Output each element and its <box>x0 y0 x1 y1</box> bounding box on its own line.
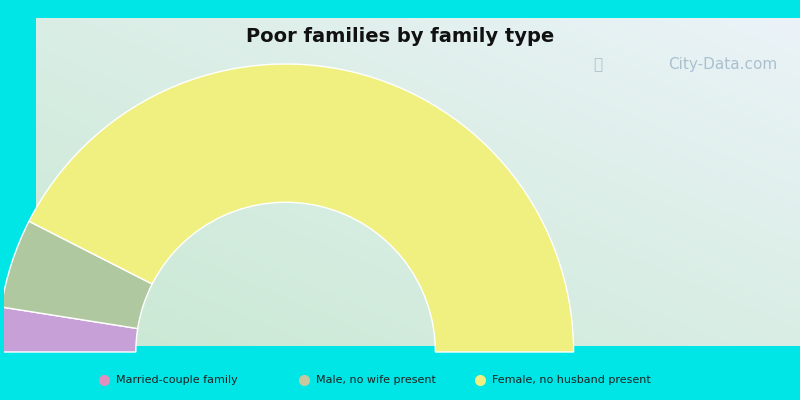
Wedge shape <box>29 64 574 352</box>
Text: Married-couple family: Married-couple family <box>116 375 238 385</box>
Text: Male, no wife present: Male, no wife present <box>316 375 436 385</box>
Wedge shape <box>0 307 138 352</box>
Text: ⦾: ⦾ <box>594 57 603 72</box>
Text: Female, no husband present: Female, no husband present <box>492 375 650 385</box>
Text: City-Data.com: City-Data.com <box>668 57 777 72</box>
Text: Poor families by family type: Poor families by family type <box>246 26 554 46</box>
Wedge shape <box>1 221 152 328</box>
